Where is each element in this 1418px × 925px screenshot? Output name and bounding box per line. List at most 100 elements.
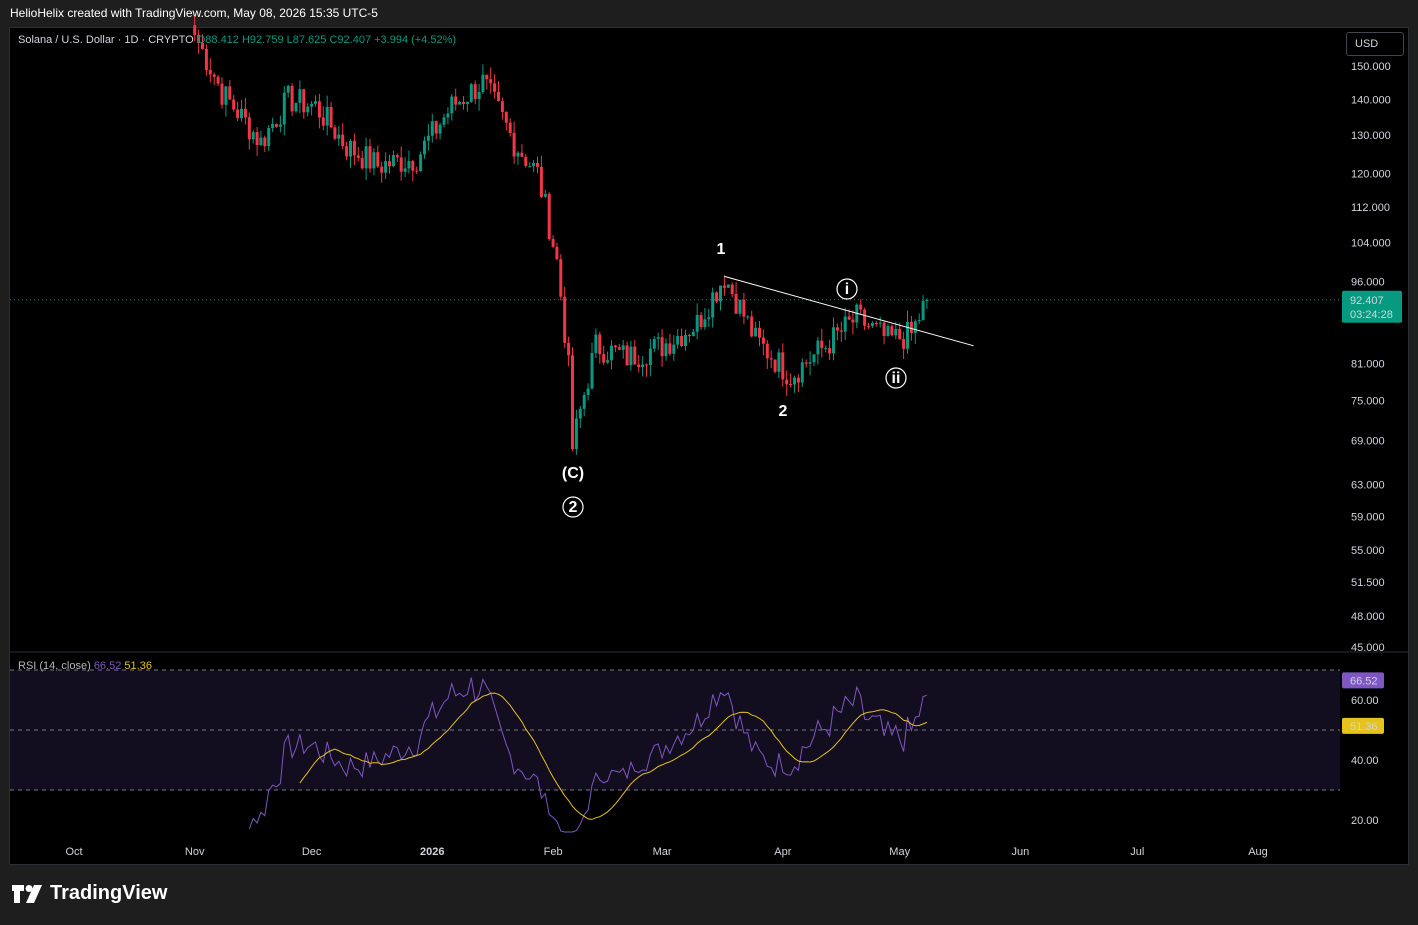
- candle-body: [641, 364, 645, 368]
- candle: [633, 340, 637, 365]
- tradingview-logo[interactable]: TradingView: [12, 882, 167, 905]
- candle-body: [462, 101, 465, 104]
- candle: [773, 359, 777, 374]
- candle: [594, 328, 598, 358]
- price-axis-label: 63.000: [1351, 480, 1385, 492]
- candle-body: [613, 345, 617, 348]
- candle: [228, 80, 232, 100]
- attribution-text: HelioHelix created with TradingView.com,…: [10, 6, 378, 20]
- candle: [197, 29, 201, 54]
- candle-body: [882, 322, 886, 336]
- price-axis-label: 69.000: [1351, 436, 1385, 448]
- candle-body: [754, 327, 758, 337]
- candle: [208, 58, 212, 83]
- wave-label-circled-2-circle: [562, 496, 584, 518]
- candle: [793, 375, 796, 393]
- candle-body: [446, 113, 450, 118]
- candle: [804, 359, 808, 368]
- candle: [730, 282, 734, 298]
- candle-body: [574, 418, 578, 449]
- candle: [201, 34, 204, 50]
- candle: [559, 254, 563, 301]
- candle-body: [695, 315, 699, 332]
- candle-body: [610, 345, 613, 361]
- candle: [707, 308, 711, 327]
- candle: [271, 117, 275, 132]
- price-axis-label: 130.000: [1351, 130, 1391, 142]
- candle: [204, 44, 208, 76]
- candle-body: [430, 121, 434, 136]
- candle-body: [485, 74, 489, 80]
- candle: [240, 99, 243, 122]
- candle-body: [703, 319, 707, 327]
- candle-body: [197, 34, 201, 43]
- candle: [349, 138, 352, 168]
- candle: [769, 350, 773, 369]
- time-axis-label: Apr: [774, 846, 791, 858]
- candle-body: [333, 127, 337, 139]
- candle: [738, 299, 742, 317]
- candle-body: [707, 317, 711, 320]
- candle: [450, 93, 454, 121]
- wave-label-ii-circle: [885, 367, 907, 389]
- wave-label-circled-2: 2: [569, 499, 578, 516]
- candle-body: [290, 85, 294, 112]
- symbol-title[interactable]: Solana / U.S. Dollar · 1D · CRYPTO: [18, 34, 194, 46]
- candle-body: [660, 337, 664, 357]
- candle: [352, 133, 356, 165]
- candle-body: [251, 132, 255, 140]
- price-axis-label: 48.000: [1351, 611, 1385, 623]
- candle: [290, 83, 294, 117]
- candle: [812, 354, 816, 367]
- ohlc-close: C92.407: [329, 34, 372, 46]
- time-axis-label: Oct: [65, 846, 82, 858]
- candle-body: [578, 408, 582, 419]
- candle-body: [208, 70, 212, 75]
- wave-label-i: i: [845, 281, 849, 298]
- candle: [917, 313, 921, 325]
- candle: [477, 84, 481, 111]
- candle: [742, 293, 746, 324]
- candle: [606, 351, 610, 364]
- candle: [828, 339, 832, 361]
- candle: [645, 363, 648, 377]
- candle-body: [317, 101, 321, 118]
- candle: [921, 295, 925, 321]
- rsi-legend[interactable]: RSI (14, close) 66.52 51.36: [18, 660, 152, 672]
- candle-body: [816, 340, 820, 355]
- candle-body: [275, 123, 278, 127]
- candle: [610, 340, 613, 370]
- candle: [719, 285, 722, 311]
- candle-body: [835, 327, 839, 331]
- candle: [699, 312, 703, 330]
- rsi-legend-value: 66.52: [93, 660, 122, 672]
- candle: [306, 103, 310, 117]
- candle: [754, 321, 758, 337]
- candle: [567, 336, 571, 367]
- candle: [243, 97, 247, 125]
- currency-button[interactable]: USD: [1346, 32, 1404, 56]
- candle: [407, 150, 411, 174]
- candle-body: [314, 101, 317, 104]
- candle-body: [563, 296, 567, 343]
- candle: [247, 112, 251, 150]
- candle: [481, 64, 485, 94]
- candle-body: [364, 146, 368, 169]
- candle-body: [672, 344, 676, 354]
- candle-body: [325, 107, 329, 126]
- price-axis-label: 45.000: [1351, 642, 1385, 654]
- candle: [454, 88, 458, 111]
- candle-body: [204, 48, 208, 70]
- candle: [282, 86, 286, 136]
- candle-body: [629, 346, 633, 366]
- candle-body: [411, 160, 415, 171]
- candle-body: [551, 239, 555, 247]
- candle-body: [438, 124, 442, 134]
- candle: [750, 310, 754, 338]
- candle-body: [500, 101, 504, 112]
- candle: [711, 287, 715, 328]
- candle-body: [680, 336, 684, 346]
- ohlc-open: O88.412: [196, 34, 239, 46]
- candle-body: [388, 161, 391, 167]
